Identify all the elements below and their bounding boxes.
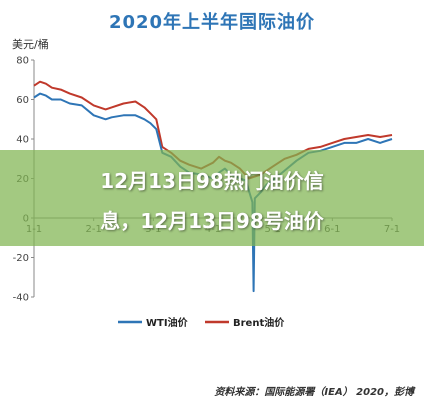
y-tick-label: 60: [16, 95, 29, 106]
headline-overlay-band: [0, 150, 424, 246]
source-note: 资料来源：国际能源署（IEA） 2020，彭博: [214, 387, 414, 398]
y-axis-unit-label: 美元/桶: [12, 38, 49, 51]
chart-title: 2020年上半年国际油价: [108, 12, 316, 33]
y-tick-label: 40: [16, 135, 29, 146]
headline-line-2: 息，12月13日98号油价: [100, 209, 324, 233]
headline-line-1: 12月13日98热门油价信: [100, 169, 324, 193]
legend-label: WTI油价: [146, 316, 189, 329]
y-tick-label: 80: [16, 56, 29, 67]
legend-label: Brent油价: [233, 316, 285, 329]
legend-layer: WTI油价 Brent油价: [118, 316, 285, 329]
y-tick-label: -40: [13, 293, 29, 304]
y-tick-label: -20: [13, 253, 29, 264]
